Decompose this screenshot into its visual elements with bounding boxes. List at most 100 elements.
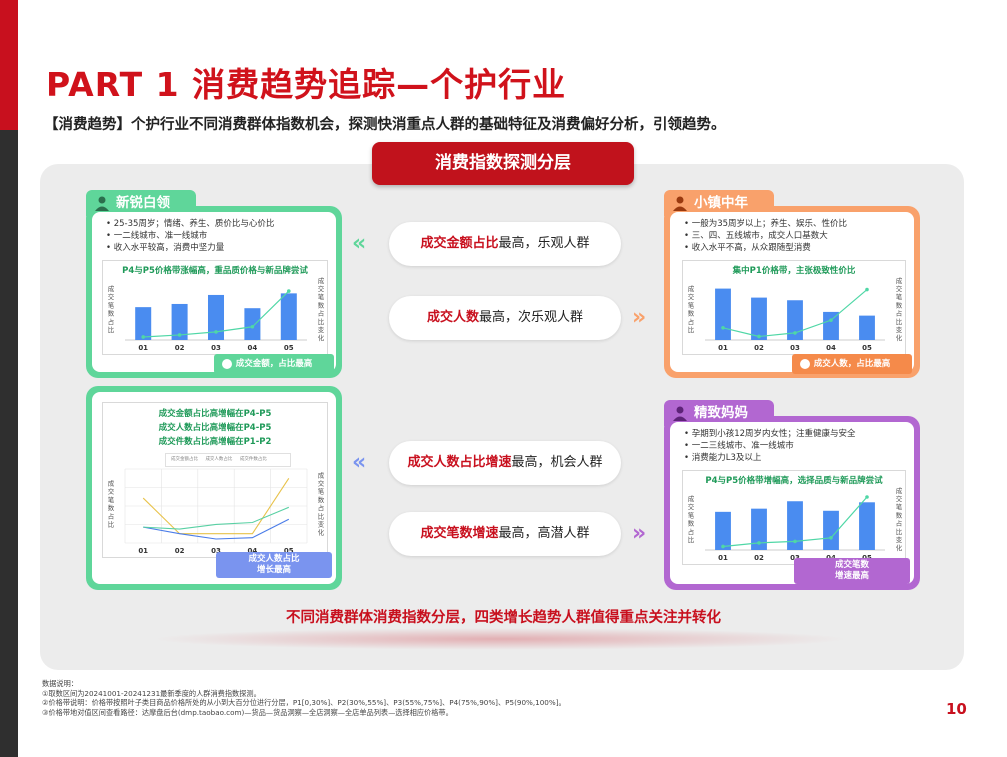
card-title: 小镇中年 <box>694 195 748 211</box>
y2-axis-label-char: 占 <box>896 309 903 318</box>
pill-strong: 成交人数占比增速 <box>407 455 512 470</box>
chart-title: 集中P1价格带，主张极致性价比 <box>732 266 856 276</box>
y2-axis-label-char: 成 <box>318 276 325 285</box>
y2-axis-label-char: 变 <box>896 535 903 544</box>
y2-axis-label-char: 化 <box>318 528 325 537</box>
center-banner: 消费指数探测分层 <box>372 142 634 185</box>
bottom-conclusion: 不同消费群体消费指数分层，四类增长趋势人群值得重点关注并转化 <box>286 610 721 626</box>
pill-bishu-zengsu: 成交笔数增速最高，高潜人群 <box>389 512 621 556</box>
bar <box>171 303 188 340</box>
y-axis-label-char: 数 <box>688 519 695 528</box>
badge-label: 增速最高 <box>834 571 869 581</box>
bottom-glow <box>150 628 850 650</box>
x-tick-label: 01 <box>718 344 728 352</box>
y-axis-label-char: 比 <box>688 325 695 334</box>
trend-point <box>829 318 833 322</box>
card-green-bottom: 成交金额占比高增幅在P4-P5 成交人数占比高增幅在P4-P5 成交件数占比高增… <box>86 386 342 590</box>
bar <box>859 502 875 550</box>
y-axis-label-char: 笔 <box>688 510 695 519</box>
y2-axis-label-char: 化 <box>318 333 325 342</box>
left-accent-bar <box>0 0 18 130</box>
chevron-left-icon: « <box>352 450 367 475</box>
badge-label: 成交人数占比 <box>248 554 300 564</box>
legend-item: 成交金额占比 <box>171 457 198 462</box>
y-axis-label-char: 笔 <box>108 300 115 309</box>
x-tick-label: 04 <box>248 547 258 555</box>
y2-axis-label-char: 化 <box>896 333 903 342</box>
x-tick-label: 03 <box>790 344 800 352</box>
y-axis-label-char: 成 <box>108 284 115 293</box>
data-notes: 数据说明： ①取数区间为20241001-20241231最新季度的人群消费指数… <box>42 679 566 717</box>
badge-label: 增长最高 <box>256 565 291 575</box>
series-line <box>143 518 290 540</box>
badge-green-top: 成交金额，占比最高 <box>214 354 334 374</box>
x-tick-label: 04 <box>826 344 836 352</box>
x-tick-label: 02 <box>754 344 764 352</box>
x-tick-label: 02 <box>175 344 185 352</box>
legend-item: 成交件数占比 <box>239 457 267 462</box>
chart-green-bottom: 成交金额占比高增幅在P4-P5 成交人数占比高增幅在P4-P5 成交件数占比高增… <box>102 402 328 558</box>
badge-label: 成交金额，占比最高 <box>235 359 313 369</box>
trend-point <box>865 287 869 292</box>
chevron-left-icon: « <box>352 231 367 256</box>
y2-axis-label-char: 比 <box>896 317 903 326</box>
bar <box>787 501 803 550</box>
y2-axis-label-char: 数 <box>896 510 903 519</box>
x-tick-label: 01 <box>718 554 728 562</box>
y2-axis-label-char: 成 <box>318 470 325 479</box>
card-body: 一般为35周岁以上；养生、娱乐、性价比 三、四、五线城市，成交人口基数大 收入水… <box>670 212 914 374</box>
y2-axis-label-char: 化 <box>896 543 903 552</box>
card-body: 孕期到小孩12周岁内女性；注重健康与安全 一二三线城市、准一线城市 消费能力L3… <box>670 422 914 584</box>
y-axis-label-char: 数 <box>108 503 115 512</box>
card-body: 25-35周岁；情绪、养生、质价比与心价比 一二线城市、准一线城市 收入水平较高… <box>92 212 336 374</box>
y-axis-label-char: 占 <box>108 317 115 326</box>
bar <box>859 315 875 340</box>
badge-green-bottom: 成交人数占比 增长最高 <box>216 552 332 578</box>
page-title: PART 1 消费趋势追踪—个护行业 <box>46 65 567 104</box>
bar <box>135 307 152 340</box>
y-axis-label-char: 交 <box>688 292 695 301</box>
card-body: 成交金额占比高增幅在P4-P5 成交人数占比高增幅在P4-P5 成交件数占比高增… <box>92 392 336 584</box>
trend-point <box>177 333 182 337</box>
y2-axis-label-char: 交 <box>896 494 903 503</box>
y2-axis-label-char: 笔 <box>318 487 325 496</box>
trend-point <box>721 544 725 549</box>
x-tick-label: 05 <box>862 344 872 352</box>
bullet-item: 消费能力L3及以上 <box>684 452 856 464</box>
note-line: ①取数区间为20241001-20241231最新季度的人群消费指数探测。 <box>42 688 261 698</box>
pill-renshu-zhanbi: 成交人数占比增速最高，机会人群 <box>389 441 621 485</box>
x-tick-label: 05 <box>284 344 294 352</box>
bar <box>207 294 225 340</box>
y2-axis-label-char: 比 <box>318 511 325 520</box>
y-axis-label-char: 成 <box>108 479 115 488</box>
person-icon <box>673 196 687 211</box>
bullet-item: 三、四、五线城市，成交人口基数大 <box>684 230 847 242</box>
x-tick-label: 03 <box>211 547 221 555</box>
y2-axis-label-char: 成 <box>896 276 903 285</box>
bar <box>823 311 839 340</box>
bar <box>751 297 767 340</box>
card-title: 新锐白领 <box>116 195 170 211</box>
y2-axis-label-char: 笔 <box>318 292 325 301</box>
y2-axis-label-char: 变 <box>896 325 903 334</box>
trend-point <box>250 324 255 329</box>
y2-axis-label-char: 笔 <box>896 502 903 511</box>
y-axis-label-char: 比 <box>108 325 115 334</box>
bar <box>823 510 839 550</box>
badge-orange-top: 成交人数，占比最高 <box>792 354 912 374</box>
pill-chengjiao-jine: 成交金额占比最高，乐观人群 <box>389 222 621 266</box>
y2-axis-label-char: 变 <box>318 520 325 529</box>
page-subtitle: 【消费趋势】个护行业不同消费群体指数机会，探测快消重点人群的基础特征及消费偏好分… <box>44 117 726 133</box>
trend-point <box>287 289 291 293</box>
person-icon <box>673 406 687 421</box>
x-tick-label: 01 <box>138 547 148 555</box>
y2-axis-label-char: 笔 <box>896 292 903 301</box>
card-tab: 新锐白领 <box>86 190 196 216</box>
badge-dot <box>800 359 810 369</box>
card-tab: 精致妈妈 <box>664 400 774 426</box>
pill-rest: 最高，高潜人群 <box>498 526 590 541</box>
chevron-right-icon: » <box>632 305 647 330</box>
chart-annotation: 成交件数占比高增幅在P1-P2 <box>158 437 272 447</box>
